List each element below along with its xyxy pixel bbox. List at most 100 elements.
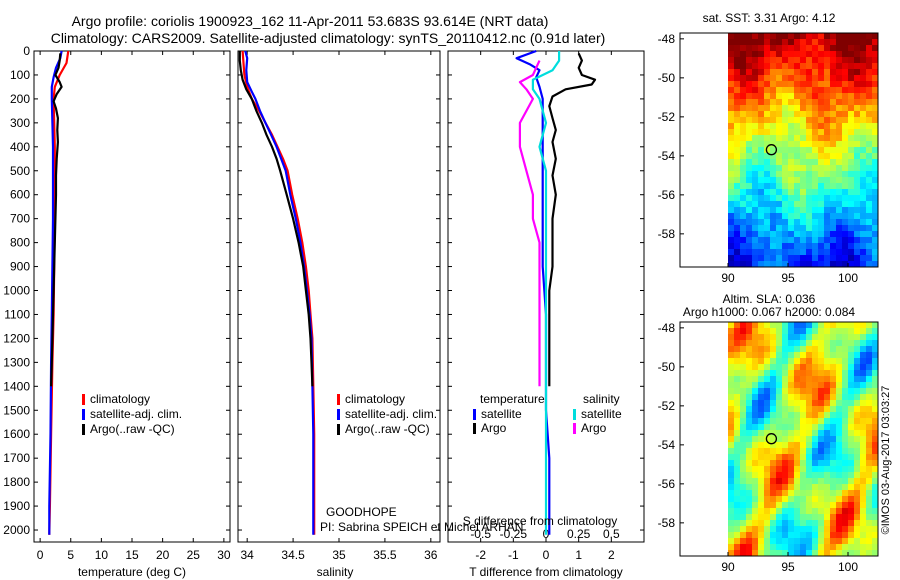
heatmap-cell	[752, 376, 759, 383]
heatmap-cell	[788, 496, 795, 503]
heatmap-cell	[794, 478, 801, 485]
heatmap-cell	[728, 87, 735, 94]
heatmap-cell	[728, 129, 735, 136]
heatmap-cell	[848, 514, 855, 521]
heatmap-cell	[818, 484, 825, 491]
heatmap-cell	[794, 322, 801, 329]
heatmap-cell	[734, 93, 741, 100]
heatmap-cell	[788, 442, 795, 449]
heatmap-cell	[806, 261, 813, 268]
heatmap-cell	[842, 87, 849, 94]
heatmap-cell	[734, 454, 741, 461]
heatmap-cell	[734, 472, 741, 479]
legend-label: climatology	[345, 392, 405, 406]
heatmap-cell	[818, 328, 825, 335]
heatmap-cell	[776, 219, 783, 226]
heatmap-cell	[752, 99, 759, 106]
heatmap-cell	[824, 117, 831, 124]
heatmap-cell	[806, 57, 813, 64]
heatmap-cell	[866, 147, 873, 154]
heatmap-cell	[860, 502, 867, 509]
heatmap-cell	[764, 508, 771, 515]
heatmap-cell	[872, 183, 879, 190]
heatmap-cell	[854, 105, 861, 112]
heatmap-cell	[746, 237, 753, 244]
heatmap-cell	[752, 358, 759, 365]
heatmap-cell	[866, 532, 873, 539]
heatmap-cell	[794, 87, 801, 94]
heatmap-cell	[752, 69, 759, 76]
heatmap-cell	[734, 436, 741, 443]
heatmap-cell	[776, 550, 783, 557]
heatmap-cell	[866, 111, 873, 118]
heatmap-cell	[764, 69, 771, 76]
heatmap-cell	[806, 69, 813, 76]
heatmap-cell	[854, 448, 861, 455]
heatmap-cell	[746, 532, 753, 539]
map-y-tick-label: -56	[658, 477, 676, 491]
heatmap-cell	[788, 219, 795, 226]
heatmap-cell	[734, 105, 741, 112]
heatmap-cell	[740, 39, 747, 46]
heatmap-cell	[764, 448, 771, 455]
heatmap-cell	[824, 159, 831, 166]
heatmap-cell	[806, 412, 813, 419]
heatmap-cell	[752, 237, 759, 244]
heatmap-cell	[764, 544, 771, 551]
heatmap-cell	[770, 466, 777, 473]
heatmap-cell	[740, 472, 747, 479]
heatmap-cell	[872, 322, 879, 329]
heatmap-cell	[848, 39, 855, 46]
heatmap-cell	[824, 261, 831, 268]
legend-label: satellite-adj. clim.	[345, 407, 437, 421]
heatmap-cell	[770, 352, 777, 359]
heatmap-cell	[734, 502, 741, 509]
heatmap-cell	[728, 249, 735, 256]
heatmap-cell	[734, 63, 741, 70]
heatmap-cell	[794, 484, 801, 491]
heatmap-cell	[854, 352, 861, 359]
heatmap-cell	[746, 346, 753, 353]
heatmap-cell	[824, 195, 831, 202]
heatmap-cell	[794, 165, 801, 172]
heatmap-cell	[734, 544, 741, 551]
heatmap-cell	[758, 213, 765, 220]
heatmap-cell	[866, 388, 873, 395]
heatmap-cell	[746, 123, 753, 130]
heatmap-cell	[812, 201, 819, 208]
heatmap-cell	[872, 364, 879, 371]
heatmap-cell	[794, 550, 801, 557]
heatmap-cell	[812, 430, 819, 437]
heatmap-cell	[788, 39, 795, 46]
heatmap-cell	[794, 231, 801, 238]
heatmap-cell	[782, 412, 789, 419]
heatmap-cell	[740, 424, 747, 431]
heatmap-cell	[854, 322, 861, 329]
heatmap-cell	[836, 424, 843, 431]
heatmap-cell	[806, 249, 813, 256]
heatmap-cell	[800, 51, 807, 58]
heatmap-cell	[752, 460, 759, 467]
heatmap-cell	[788, 430, 795, 437]
heatmap-cell	[824, 105, 831, 112]
heatmap-cell	[860, 514, 867, 521]
heatmap-cell	[842, 237, 849, 244]
heatmap-cell	[728, 550, 735, 557]
heatmap-cell	[842, 159, 849, 166]
heatmap-cell	[734, 207, 741, 214]
heatmap-cell	[806, 454, 813, 461]
heatmap-cell	[866, 219, 873, 226]
heatmap-cell	[860, 352, 867, 359]
map-y-tick-label: -48	[658, 321, 676, 335]
heatmap-cell	[782, 538, 789, 545]
heatmap-cell	[824, 111, 831, 118]
heatmap-cell	[866, 334, 873, 341]
heatmap-cell	[758, 171, 765, 178]
heatmap-cell	[728, 75, 735, 82]
heatmap-cell	[854, 532, 861, 539]
heatmap-cell	[812, 352, 819, 359]
heatmap-cell	[728, 484, 735, 491]
heatmap-cell	[824, 550, 831, 557]
heatmap-cell	[800, 352, 807, 359]
heatmap-cell	[740, 123, 747, 130]
